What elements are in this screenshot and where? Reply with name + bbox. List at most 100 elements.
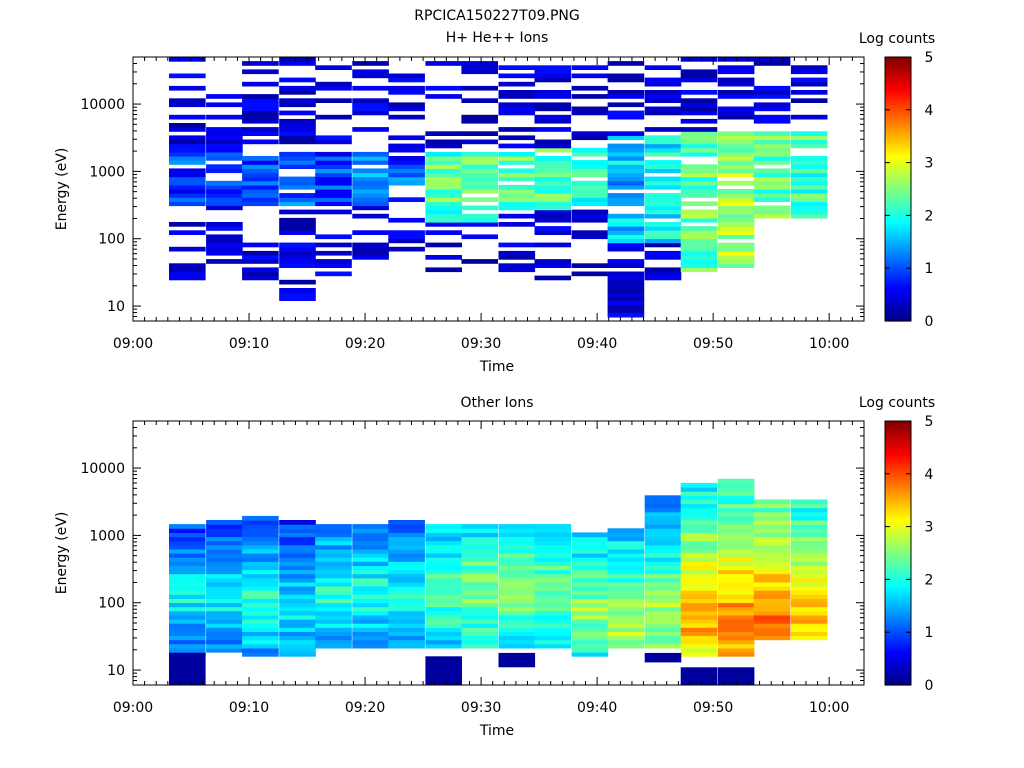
heatmap-cell: [680, 143, 718, 149]
heatmap-cell: [498, 614, 536, 620]
heatmap-cell: [315, 168, 352, 174]
panel-2-title: Other Ions: [460, 395, 533, 411]
heatmap-cell: [534, 73, 572, 79]
heatmap-cell: [571, 635, 609, 641]
heatmap-cell: [169, 528, 206, 533]
heatmap-cell: [279, 222, 316, 227]
heatmap-cell: [169, 193, 206, 198]
heatmap-cell: [206, 131, 243, 136]
colorbar-segment: [885, 555, 911, 559]
heatmap-cell: [680, 234, 718, 240]
heatmap-cell: [753, 131, 791, 136]
colorbar-segment: [885, 460, 911, 464]
heatmap-cell: [242, 557, 279, 562]
heatmap-cell: [388, 544, 425, 550]
colorbar-frame: [884, 420, 912, 686]
heatmap-cell: [388, 557, 425, 562]
heatmap-cell: [534, 160, 572, 165]
heatmap-cell: [607, 635, 645, 641]
heatmap-cell: [425, 619, 462, 624]
heatmap-cell: [717, 499, 755, 505]
heatmap-cell: [607, 213, 645, 219]
heatmap-cell: [206, 590, 243, 595]
colorbar-segment: [885, 138, 911, 143]
heatmap-cell: [461, 577, 498, 583]
heatmap-cell: [242, 631, 279, 637]
colorbar-segment: [885, 434, 911, 438]
heatmap-cell: [388, 553, 425, 558]
heatmap-cell: [753, 189, 791, 194]
heatmap-cell: [680, 127, 718, 132]
heatmap-cell: [790, 135, 828, 141]
heatmap-cell: [644, 503, 682, 509]
heatmap-cell: [753, 515, 791, 521]
heatmap-cell: [352, 156, 389, 161]
heatmap-cell: [425, 61, 462, 66]
heatmap-cell: [607, 528, 645, 533]
panel-2-xlabel: Time: [479, 723, 514, 739]
heatmap-cell: [279, 602, 316, 608]
heatmap-cell: [206, 164, 243, 169]
heatmap-cell: [534, 201, 572, 207]
heatmap-cell: [644, 606, 682, 612]
heatmap-cell: [169, 73, 206, 79]
heatmap-cell: [680, 213, 718, 219]
heatmap-cell: [425, 610, 462, 616]
heatmap-cell: [607, 532, 645, 538]
heatmap-cell: [680, 226, 718, 231]
heatmap-cell: [498, 205, 536, 211]
heatmap-cell: [571, 540, 609, 546]
heatmap-cell: [607, 180, 645, 186]
heatmap-cell: [461, 590, 498, 595]
heatmap-cell: [169, 581, 206, 587]
heatmap-cell: [717, 201, 755, 207]
heatmap-cell: [279, 614, 316, 620]
heatmap-cell: [169, 275, 206, 281]
heatmap-cell: [169, 176, 206, 182]
heatmap-cell: [206, 242, 243, 248]
heatmap-cell: [717, 577, 755, 583]
colorbar-segment: [885, 563, 911, 567]
heatmap-cell: [388, 238, 425, 244]
heatmap-cell: [352, 581, 389, 587]
heatmap-cell: [315, 614, 352, 620]
heatmap-cell: [534, 557, 572, 562]
heatmap-cell: [388, 160, 425, 165]
heatmap-cell: [388, 528, 425, 533]
heatmap-cell: [717, 147, 755, 153]
heatmap-cell: [461, 259, 498, 264]
heatmap-cell: [717, 77, 755, 83]
heatmap-cell: [534, 619, 572, 624]
heatmap-cell: [388, 172, 425, 178]
heatmap-cell: [680, 503, 718, 509]
x-tick-label: 09:20: [345, 700, 385, 716]
heatmap-cell: [242, 275, 279, 281]
heatmap-cell: [242, 110, 279, 116]
heatmap-cell: [388, 627, 425, 632]
heatmap-cell: [607, 573, 645, 579]
heatmap-cell: [169, 524, 206, 529]
heatmap-cell: [498, 577, 536, 583]
heatmap-cell: [717, 515, 755, 521]
colorbar-segment: [885, 442, 911, 446]
heatmap-cell: [680, 667, 718, 685]
heatmap-cell: [388, 639, 425, 645]
heatmap-cell: [717, 602, 755, 608]
heatmap-cell: [206, 561, 243, 566]
heatmap-cell: [680, 524, 718, 529]
heatmap-cell: [352, 102, 389, 108]
heatmap-cell: [534, 205, 572, 211]
heatmap-cell: [790, 168, 828, 174]
heatmap-cell: [242, 114, 279, 120]
heatmap-cell: [680, 77, 718, 83]
heatmap-cell: [644, 238, 682, 244]
colorbar-segment: [885, 228, 911, 232]
colorbar-segment: [885, 186, 911, 190]
heatmap-cell: [169, 160, 206, 165]
heatmap-cell: [644, 110, 682, 116]
heatmap-cell: [315, 639, 352, 645]
colorbar-segment: [885, 305, 911, 309]
heatmap-cell: [242, 553, 279, 558]
heatmap-cell: [717, 160, 755, 165]
heatmap-cell: [388, 635, 425, 641]
